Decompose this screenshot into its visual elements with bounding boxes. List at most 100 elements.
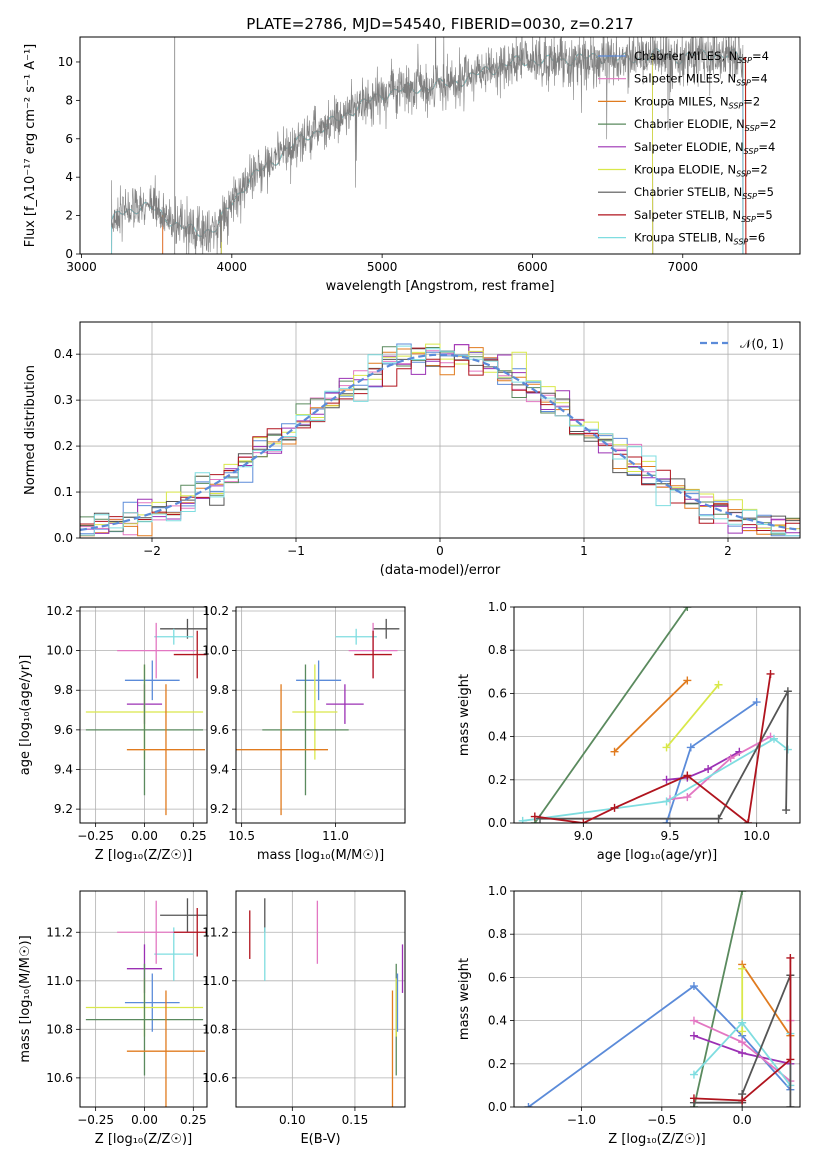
y-axis-label: age [log₁₀(age/yr)] [18, 655, 33, 776]
y-tick-label: 0.8 [488, 643, 507, 657]
y-tick-label: 10.2 [46, 604, 73, 618]
weight-marker [786, 1055, 795, 1064]
x-tick-label: 3000 [66, 260, 97, 274]
weight-marker [704, 765, 713, 773]
panel-z-mass: −0.25 0.00 0.25 10.6 10.8 11.0 11.2 Z [log₁₀(Z/… [18, 890, 208, 1147]
weight-marker [738, 1049, 747, 1057]
weight-marker [689, 1094, 698, 1103]
y-tick-label: 9.4 [210, 762, 229, 776]
axes-frame [513, 890, 801, 1108]
y-tick-label: 0.0 [488, 816, 507, 830]
x-tick-label: 7000 [667, 260, 698, 274]
axes-frame [235, 890, 406, 1108]
y-tick-label: 0.0 [488, 1100, 507, 1114]
plot-area [524, 891, 795, 1107]
weight-series-red [530, 669, 775, 823]
x-tick-label: 0.0 [733, 1113, 752, 1127]
plot-area [518, 607, 792, 823]
x-tick-label: 5000 [367, 260, 398, 274]
weight-marker [689, 1031, 698, 1040]
weight-marker [662, 797, 671, 806]
legend-label: Kroupa ELODIE, NSSP=2 [634, 163, 768, 179]
errorbar-cyan [154, 628, 194, 645]
y-tick-label: 10.0 [202, 644, 229, 658]
panel-residuals: −2 −1 0 1 2 0.0 0.1 0.2 0.3 0.4 (data-model)/error… [23, 321, 801, 578]
x-tick-label: 11.0 [322, 829, 349, 843]
y-tick-label: 9.6 [210, 723, 229, 737]
weight-marker [726, 754, 735, 763]
panel-z-age: −0.25 0.00 0.25 9.2 9.4 9.6 9.8 10.0 10.2 Z [log₁… [18, 604, 208, 863]
panel-z-weight: −1.0 −0.5 0.0 0.0 0.2 0.4 0.6 0.8 1.0 Z [log₁₀(Z/… [457, 884, 801, 1147]
y-tick-label: 11.2 [202, 925, 229, 939]
panel-age-weight: 9.0 9.5 10.0 0.0 0.2 0.4 0.6 0.8 1.0 age [log₁₀(a… [457, 600, 801, 863]
plot-area [80, 343, 800, 537]
y-tick-label: 0.4 [54, 347, 73, 361]
y-tick-label: 1.0 [488, 884, 507, 898]
x-axis-label: wavelength [Angstrom, rest frame] [326, 279, 555, 294]
x-axis-label: Z [log₁₀(Z/Z☉)] [608, 1132, 705, 1147]
y-tick-label: 9.2 [54, 802, 73, 816]
y-tick-label: 10.6 [202, 1071, 229, 1085]
errorbar-blue [124, 660, 180, 701]
axes-frame [513, 606, 801, 824]
x-tick-label: 0.00 [131, 829, 158, 843]
x-tick-label: 0 [436, 544, 444, 558]
x-tick-label: −1 [287, 544, 305, 558]
y-axis-label: Normed distribution [23, 365, 38, 495]
x-axis-label: age [log₁₀(age/yr)] [597, 848, 718, 863]
x-tick-label: 6000 [517, 260, 548, 274]
panel-mass-age: 10.5 11.0 9.2 9.4 9.6 9.8 10.0 10.2 mass [log₁₀(… [202, 604, 406, 863]
x-tick-label: 0.10 [279, 1113, 306, 1127]
weight-marker [686, 743, 695, 752]
errorbar-orange [236, 684, 329, 816]
weight-marker [714, 814, 723, 823]
weight-marker [530, 812, 539, 821]
y-tick-label: 9.2 [210, 802, 229, 816]
errorbar-purple [326, 684, 364, 724]
errorbar-green [262, 664, 349, 796]
x-axis-label: (data-model)/error [380, 563, 501, 578]
x-axis-label: E(B-V) [300, 1132, 340, 1147]
y-tick-label: 10.8 [202, 1022, 229, 1036]
y-tick-label: 9.8 [54, 683, 73, 697]
weight-line [665, 684, 720, 748]
weight-marker [770, 734, 778, 743]
y-tick-label: 10.2 [202, 604, 229, 618]
y-tick-label: 0.8 [488, 927, 507, 941]
weight-marker [689, 1016, 698, 1025]
axes-frame [235, 606, 406, 824]
weight-marker [738, 1096, 747, 1105]
y-tick-label: 6 [65, 132, 73, 146]
errorbar-blue [296, 660, 342, 701]
errorbar-pink [117, 622, 196, 679]
weight-line [693, 891, 744, 1107]
y-tick-label: 10 [58, 55, 73, 69]
weight-marker [610, 747, 619, 756]
axes-frame [79, 321, 801, 539]
y-tick-label: 2 [65, 209, 73, 223]
weight-marker [786, 953, 795, 962]
legend-label: Chabrier MILES, NSSP=4 [634, 49, 769, 65]
weight-marker [689, 982, 698, 991]
y-tick-label: 9.6 [54, 723, 73, 737]
y-tick-label: 9.8 [210, 683, 229, 697]
weight-line [613, 679, 688, 753]
x-tick-label: −1.0 [567, 1113, 596, 1127]
weight-marker [579, 819, 588, 823]
y-tick-label: 0.0 [54, 531, 73, 545]
weight-marker [738, 891, 747, 895]
weight-series-yellow [662, 680, 723, 752]
panel-spectrum: 3000 4000 5000 6000 7000 0 2 4 6 8 10 wavelength [A… [23, 36, 801, 294]
errorbar-blue [124, 973, 180, 1032]
x-axis-label: Z [log₁₀(Z/Z☉)] [95, 848, 192, 863]
legend-label: Salpeter MILES, NSSP=4 [634, 72, 768, 88]
weight-marker [744, 819, 752, 823]
y-tick-label: 8 [65, 93, 73, 107]
weight-line [522, 737, 789, 822]
axes-frame [79, 36, 801, 255]
plot-area [85, 898, 207, 1107]
x-tick-label: −2 [143, 544, 161, 558]
y-tick-label: 0 [65, 247, 73, 261]
observed-spectrum [111, 37, 744, 254]
